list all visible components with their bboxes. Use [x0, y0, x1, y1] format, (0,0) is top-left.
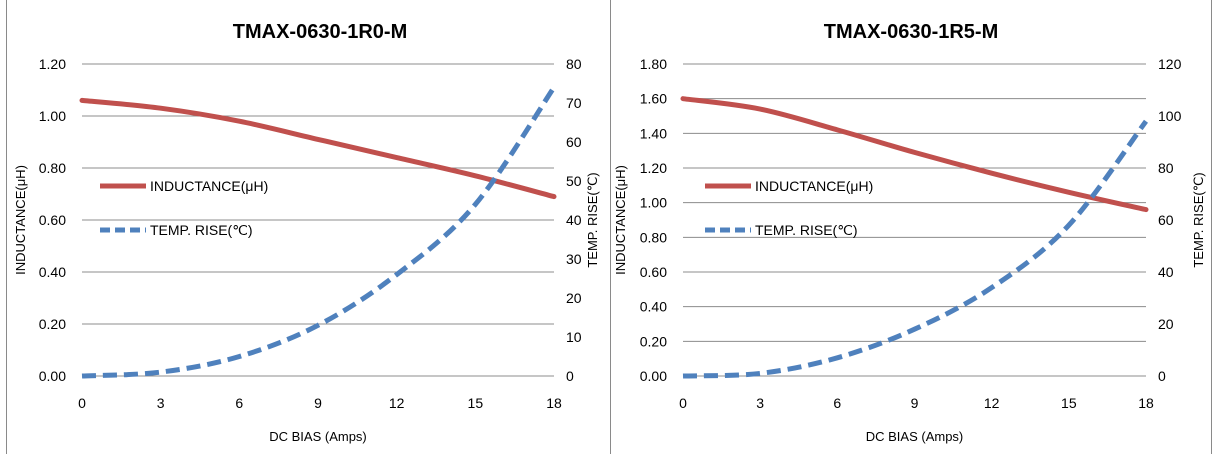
y2-axis-title: TEMP. RISE(℃)	[1191, 172, 1206, 267]
y2-tick-label: 0	[1158, 368, 1166, 384]
y-tick-label: 0.20	[640, 333, 667, 349]
y-tick-label: 0.60	[640, 264, 667, 280]
y2-axis-title: TEMP. RISE(℃)	[585, 172, 600, 267]
y-tick-label: 0.40	[640, 299, 667, 315]
y2-tick-label: 80	[1158, 160, 1174, 176]
legend-label: TEMP. RISE(℃)	[755, 222, 858, 238]
temp-rise-line	[682, 119, 1149, 379]
y2-tick-label: 50	[566, 173, 582, 189]
inductance-line	[680, 96, 1149, 213]
y-tick-label: 0.20	[39, 316, 66, 332]
y-tick-label: 0.80	[39, 160, 66, 176]
legend-label: INDUCTANCE(μH)	[150, 178, 268, 194]
y2-tick-label: 100	[1158, 108, 1182, 124]
x-tick-label: 18	[1138, 395, 1154, 411]
x-tick-label: 3	[157, 395, 165, 411]
legend-label: TEMP. RISE(℃)	[150, 222, 253, 238]
y-tick-label: 0.00	[39, 368, 66, 384]
y2-tick-label: 20	[1158, 316, 1174, 332]
x-tick-label: 0	[78, 395, 86, 411]
y2-tick-label: 40	[1158, 264, 1174, 280]
y2-tick-label: 60	[566, 134, 582, 150]
y-axis-title: INDUCTANCE(μH)	[13, 165, 28, 275]
y2-tick-label: 30	[566, 251, 582, 267]
y2-tick-label: 80	[566, 56, 582, 72]
x-tick-label: 3	[756, 395, 764, 411]
y2-tick-label: 40	[566, 212, 582, 228]
y2-tick-label: 120	[1158, 56, 1182, 72]
x-tick-label: 9	[314, 395, 322, 411]
x-tick-label: 6	[235, 395, 243, 411]
y2-tick-label: 20	[566, 290, 582, 306]
x-tick-label: 18	[546, 395, 562, 411]
chart-1: TMAX-0630-1R5-M 0.00 0.20 0.40 0.60 0.80 1.00 1…	[613, 21, 1206, 444]
chart-title: TMAX-0630-1R0-M	[233, 21, 407, 43]
y-tick-label: 1.60	[640, 91, 667, 107]
x-tick-label: 0	[679, 395, 687, 411]
y-tick-label: 1.00	[39, 108, 66, 124]
y-tick-label: 0.40	[39, 264, 66, 280]
y-axis-title: INDUCTANCE(μH)	[613, 165, 628, 275]
y-tick-label: 1.00	[640, 195, 667, 211]
chart-0: TMAX-0630-1R0-M 0.00 0.20 0.40 0.60 0.80 1.00 1…	[13, 21, 600, 444]
x-tick-label: 12	[984, 395, 1000, 411]
y2-tick-label: 0	[566, 368, 574, 384]
x-tick-label: 12	[389, 395, 405, 411]
y-tick-label: 0.00	[640, 368, 667, 384]
chart-title: TMAX-0630-1R5-M	[824, 21, 998, 43]
inductance-line	[79, 97, 557, 200]
x-tick-label: 15	[468, 395, 484, 411]
temp-rise-line	[81, 86, 557, 379]
legend-label: INDUCTANCE(μH)	[755, 178, 873, 194]
x-axis-title: DC BIAS (Amps)	[269, 429, 367, 444]
x-tick-label: 15	[1061, 395, 1077, 411]
y-tick-label: 1.20	[640, 160, 667, 176]
chart-frame-1r5	[610, 0, 1212, 454]
x-axis-title: DC BIAS (Amps)	[866, 429, 964, 444]
x-tick-label: 9	[911, 395, 919, 411]
x-tick-label: 6	[833, 395, 841, 411]
y-tick-label: 1.40	[640, 125, 667, 141]
y2-tick-label: 70	[566, 95, 582, 111]
y-tick-label: 1.20	[39, 56, 66, 72]
y2-tick-label: 10	[566, 329, 582, 345]
y-tick-label: 0.60	[39, 212, 66, 228]
y2-tick-label: 60	[1158, 212, 1174, 228]
y-tick-label: 0.80	[640, 229, 667, 245]
y-tick-label: 1.80	[640, 56, 667, 72]
